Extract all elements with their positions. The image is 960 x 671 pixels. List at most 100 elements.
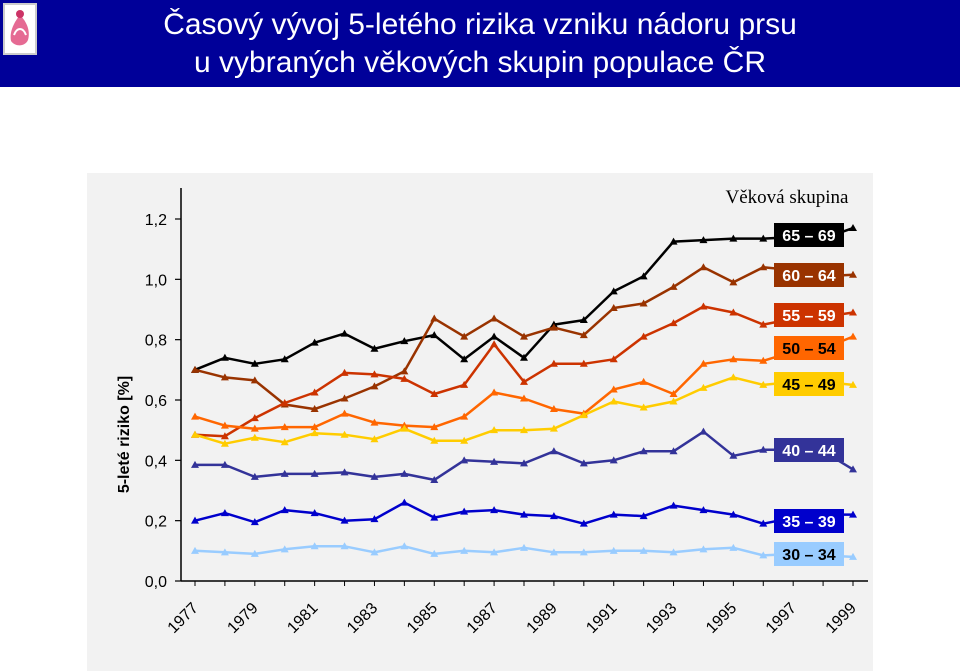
data-point <box>460 507 469 515</box>
data-point <box>310 469 319 477</box>
data-point <box>759 551 768 559</box>
data-point <box>400 374 409 382</box>
data-point <box>579 519 588 527</box>
data-point <box>699 302 708 310</box>
data-point <box>490 332 499 340</box>
data-point <box>430 513 439 521</box>
data-point <box>849 552 857 560</box>
data-point <box>220 548 229 556</box>
data-point <box>460 546 469 554</box>
data-point <box>220 373 229 381</box>
data-point <box>370 548 379 556</box>
data-point <box>549 512 558 520</box>
y-axis-title: 5-leté riziko [%] <box>116 376 133 493</box>
data-point <box>549 405 558 413</box>
data-point <box>310 388 319 396</box>
data-point <box>490 426 499 434</box>
data-point <box>191 460 199 468</box>
data-point <box>520 377 528 385</box>
legend-title: Věková skupina <box>726 187 850 208</box>
legend-label-5: 40 – 44 <box>782 443 835 460</box>
x-tick-label: 1977 <box>165 600 202 637</box>
data-point <box>849 465 857 473</box>
data-point <box>549 424 558 432</box>
data-point <box>310 423 319 431</box>
data-point <box>191 412 199 420</box>
data-point <box>759 234 768 242</box>
x-tick-label: 1991 <box>583 600 620 637</box>
logo-figure-icon <box>10 10 29 46</box>
data-point <box>669 501 678 509</box>
data-point <box>490 548 499 556</box>
data-point <box>849 380 857 388</box>
data-point <box>340 516 349 524</box>
data-point <box>729 355 738 363</box>
axes: 0,0 0,2 0,4 0,6 0,8 1,0 1,2 1977 1979 1981 1983 198… <box>116 188 868 637</box>
data-point <box>849 332 857 340</box>
y-tick-label: 0,0 <box>145 574 167 591</box>
data-point <box>370 472 379 480</box>
legend-label-2: 55 – 59 <box>782 308 835 325</box>
data-point <box>520 353 528 361</box>
data-point <box>579 459 588 467</box>
data-point <box>370 418 379 426</box>
data-point <box>340 329 349 337</box>
data-point <box>490 340 499 348</box>
data-point <box>609 456 618 464</box>
x-tick-label: 1981 <box>284 600 321 637</box>
data-point <box>759 356 768 364</box>
data-point <box>639 403 648 411</box>
data-point <box>669 319 678 327</box>
data-point <box>759 445 768 453</box>
data-point <box>639 272 648 280</box>
legend-swatch-1 <box>774 263 844 287</box>
y-tick-label: 1,0 <box>145 272 167 289</box>
data-point <box>639 447 648 455</box>
y-tick-label: 0,2 <box>145 514 167 531</box>
data-point <box>549 447 558 455</box>
legend-label-3: 50 – 54 <box>782 341 835 358</box>
data-point <box>729 308 738 316</box>
x-tick-label: 1987 <box>464 600 501 637</box>
legend-swatch-6 <box>774 509 844 533</box>
data-point <box>729 278 738 286</box>
data-point <box>639 546 648 554</box>
data-point <box>460 355 469 363</box>
data-point <box>490 457 499 465</box>
data-point <box>609 385 618 393</box>
data-point <box>669 389 678 397</box>
x-tick-label: 1985 <box>404 600 441 637</box>
data-point <box>280 423 289 431</box>
data-point <box>310 509 319 517</box>
data-point <box>759 320 768 328</box>
chart-area: 0,0 0,2 0,4 0,6 0,8 1,0 1,2 1977 1979 1981 1983 198… <box>87 173 873 671</box>
data-point <box>699 427 708 435</box>
data-point <box>849 308 857 316</box>
data-point <box>370 515 379 523</box>
data-point <box>430 331 439 339</box>
data-point <box>609 546 618 554</box>
data-point <box>460 332 469 340</box>
data-point <box>460 436 469 444</box>
data-point <box>220 439 229 447</box>
data-point <box>579 331 588 339</box>
series-line-2 <box>194 305 854 438</box>
line-chart: 0,0 0,2 0,4 0,6 0,8 1,0 1,2 1977 1979 1981 1983 198… <box>116 187 868 637</box>
series-line-4 <box>194 376 854 445</box>
data-point <box>520 426 528 434</box>
y-tick-label: 0,6 <box>145 393 167 410</box>
legend-label-6: 35 – 39 <box>782 514 835 531</box>
data-point <box>250 472 259 480</box>
data-point <box>609 355 618 363</box>
data-point <box>280 545 289 553</box>
data-point <box>729 373 738 381</box>
data-point <box>310 405 319 413</box>
data-point <box>250 414 259 422</box>
data-point <box>280 438 289 446</box>
data-point <box>191 546 199 554</box>
data-point <box>191 430 199 438</box>
data-point <box>669 397 678 405</box>
y-tick-label: 0,8 <box>145 333 167 350</box>
data-point <box>280 399 289 407</box>
data-point <box>460 456 469 464</box>
